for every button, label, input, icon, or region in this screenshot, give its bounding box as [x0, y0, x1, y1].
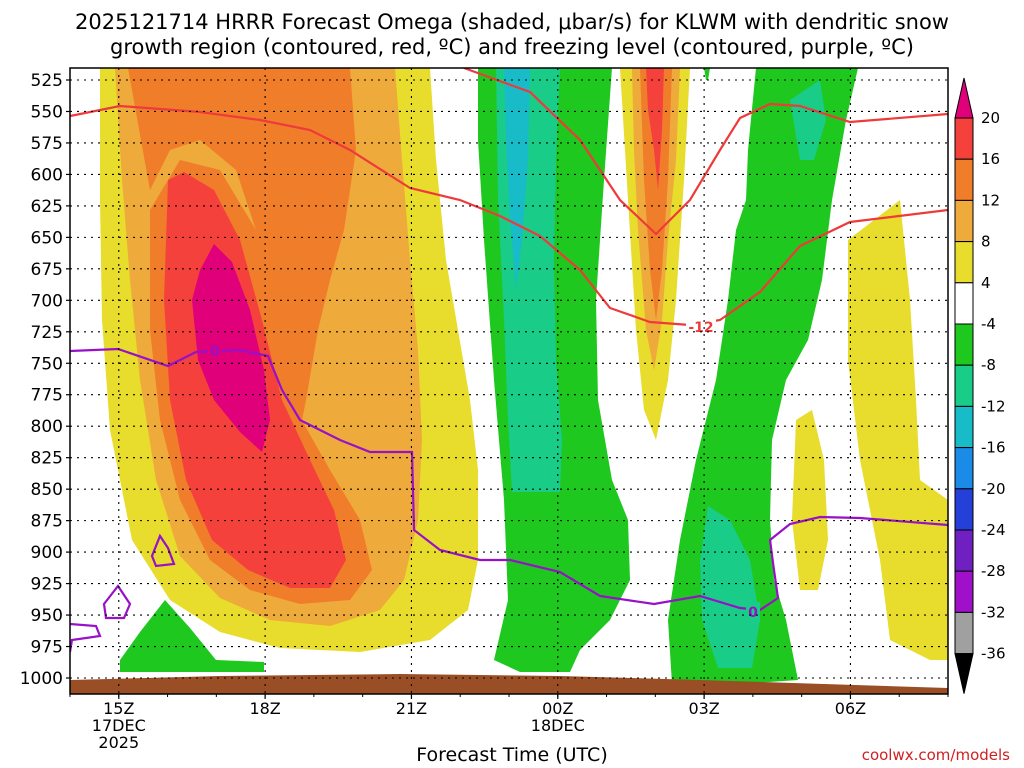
omega-region-green — [120, 600, 264, 672]
colorbar-bin — [954, 241, 974, 284]
colorbar-tick-label: -36 — [981, 645, 1006, 663]
colorbar: 20 16 12 8 4 -4 -8 -12 -16 -20 -24 -28 -32 -36 — [954, 77, 1006, 694]
y-tick-label: 825 — [31, 449, 63, 469]
y-tick-label: 575 — [31, 134, 63, 154]
colorbar-tick-label: 8 — [981, 233, 991, 251]
colorbar-tick-label: 12 — [981, 191, 1000, 209]
y-tick-label: 675 — [31, 260, 63, 280]
colorbar-bin — [954, 323, 974, 366]
x-tick-label: 17DEC — [92, 716, 146, 735]
omega-region-red — [646, 68, 664, 190]
x-tick-label: 15Z — [103, 699, 134, 718]
y-tick-label: 775 — [31, 386, 63, 406]
colorbar-tick-label: 16 — [981, 150, 1000, 168]
dendritic-contour-label: -12 — [688, 320, 713, 336]
y-tick-label: 600 — [31, 165, 63, 185]
freezing-level-contour — [102, 584, 132, 620]
y-tick-label: 725 — [31, 323, 63, 343]
colorbar-tick-label: -12 — [981, 397, 1006, 415]
colorbar-tick-label: 4 — [981, 274, 991, 292]
omega-region-cyan — [504, 68, 530, 290]
omega-region-teal — [790, 80, 826, 160]
y-tick-label: 975 — [31, 638, 63, 658]
x-tick-label: 06Z — [835, 699, 866, 718]
colorbar-tick-label: -8 — [981, 356, 996, 374]
chart-title-line1: 2025121714 HRRR Forecast Omega (shaded, … — [75, 10, 949, 34]
y-tick-label: 625 — [31, 197, 63, 217]
colorbar-bin — [954, 282, 974, 325]
colorbar-tick-label: -20 — [981, 480, 1006, 498]
y-tick-label: 525 — [31, 71, 63, 91]
y-tick-label: 800 — [31, 417, 63, 437]
x-tick-label: 03Z — [688, 699, 719, 718]
y-tick-label: 850 — [31, 480, 63, 500]
terrain-surface — [70, 674, 948, 694]
omega-region-teal — [700, 506, 760, 668]
colorbar-tick-label: -4 — [981, 315, 996, 333]
omega-region-yellow — [792, 410, 828, 590]
x-tick-label: 2025 — [98, 733, 139, 752]
colorbar-bin — [954, 405, 974, 449]
y-tick-label: 950 — [31, 606, 63, 626]
y-tick-label: 875 — [31, 512, 63, 532]
y-tick-label: 750 — [31, 354, 63, 374]
freezing-level-contour — [70, 622, 102, 653]
colorbar-bin — [954, 199, 974, 243]
x-axis-label: Forecast Time (UTC) — [416, 744, 608, 766]
chart-title-line2: growth region (contoured, red, ºC) and f… — [110, 35, 914, 59]
omega-region-green — [704, 68, 710, 80]
omega-region-orange — [640, 68, 672, 320]
y-tick-label: 900 — [31, 543, 63, 563]
y-tick-label: 550 — [31, 102, 63, 122]
colorbar-bin — [954, 364, 974, 407]
x-tick-label: 00Z — [542, 699, 573, 718]
x-tick-label: 18DEC — [531, 716, 585, 735]
colorbar-bin — [954, 488, 974, 531]
y-tick-label: 700 — [31, 291, 63, 311]
freezing-level-contour — [150, 533, 176, 568]
dendritic-growth-contour-lower — [463, 68, 948, 236]
colorbar-tick-label: -16 — [981, 439, 1006, 457]
y-tick-label: 650 — [31, 228, 63, 248]
freezing-level-contour — [70, 347, 948, 612]
dendritic-growth-contour-upper — [70, 104, 948, 327]
colorbar-bin — [954, 611, 974, 655]
colorbar-tick-label: -32 — [981, 603, 1006, 621]
omega-region-orange — [128, 68, 356, 430]
freezing-contour-label: 0 — [210, 344, 220, 360]
colorbar-tick-label: -24 — [981, 521, 1006, 539]
y-tick-label: 925 — [31, 575, 63, 595]
omega-region-magenta — [192, 244, 270, 452]
freezing-contour-label: 0 — [748, 605, 758, 621]
colorbar-bin — [954, 529, 974, 572]
colorbar-tick-label: 20 — [981, 109, 1000, 127]
y-axis: 525 550 575 600 625 650 675 700 725 750 775 800 825 8… — [20, 71, 70, 689]
omega-region-yellow — [848, 200, 948, 660]
x-tick-label: 18Z — [249, 699, 280, 718]
colorbar-bottom-arrow — [954, 653, 974, 694]
colorbar-bin — [954, 447, 974, 490]
colorbar-bin — [954, 158, 974, 201]
omega-region-green — [668, 68, 858, 684]
y-tick-label: 1000 — [20, 669, 63, 689]
colorbar-bin — [954, 570, 974, 613]
colorbar-tick-label: -28 — [981, 562, 1006, 580]
colorbar-bin — [954, 117, 974, 160]
x-tick-label: 21Z — [396, 699, 427, 718]
plot-area — [70, 68, 948, 694]
credit-text: coolwx.com/models — [861, 746, 1010, 764]
colorbar-top-arrow — [954, 77, 974, 119]
